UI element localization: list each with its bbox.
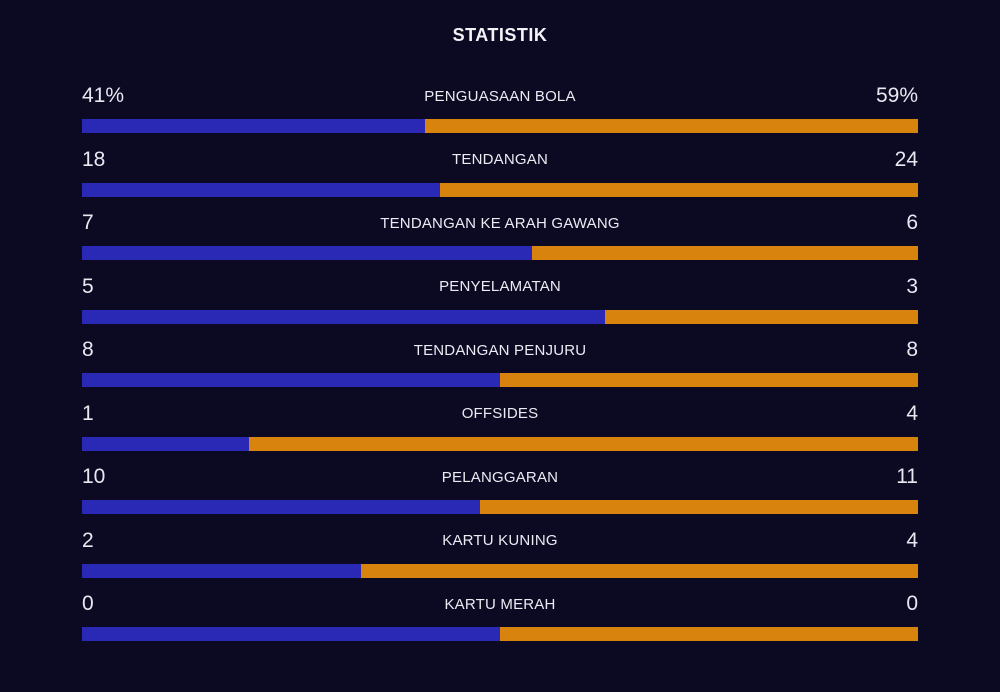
stat-row: 10 PELANGGARAN 11	[82, 464, 918, 528]
stat-row: 0 KARTU MERAH 0	[82, 591, 918, 655]
stat-row-head: 10 PELANGGARAN 11	[82, 464, 918, 490]
page-title: STATISTIK	[452, 25, 548, 45]
stat-row-head: 7 TENDANGAN KE ARAH GAWANG 6	[82, 210, 918, 236]
stat-row: 41% PENGUASAAN BOLA 59%	[82, 83, 918, 147]
stat-bar	[82, 119, 918, 133]
home-value: 5	[82, 274, 94, 298]
stat-row-head: 0 KARTU MERAH 0	[82, 591, 918, 617]
away-bar-segment	[424, 119, 918, 133]
stat-row: 8 TENDANGAN PENJURU 8	[82, 337, 918, 401]
home-bar-segment	[82, 627, 500, 641]
stat-bar	[82, 436, 918, 451]
stat-bar	[82, 373, 918, 387]
stat-row-head: 5 PENYELAMATAN 3	[82, 274, 918, 300]
home-bar-segment	[82, 436, 250, 451]
stat-bar	[82, 627, 918, 641]
stat-row: 1 OFFSIDES 4	[82, 401, 918, 465]
stat-bar	[82, 182, 918, 197]
away-value: 6	[906, 211, 918, 234]
away-bar-segment	[480, 500, 918, 514]
stat-label: KARTU KUNING	[442, 532, 558, 549]
away-bar-segment	[500, 373, 918, 387]
away-value: 59%	[875, 84, 918, 107]
stat-row-head: 1 OFFSIDES 4	[82, 401, 918, 427]
stats-list: 41% PENGUASAAN BOLA 59% 18 TENDANGAN 24 …	[82, 83, 918, 655]
away-value: 0	[906, 592, 918, 615]
stat-row-head: 41% PENGUASAAN BOLA 59%	[82, 83, 918, 109]
stat-row: 18 TENDANGAN 24	[82, 147, 918, 211]
home-value: 41%	[82, 84, 125, 107]
home-value: 0	[82, 592, 94, 615]
home-bar-segment	[82, 246, 533, 260]
away-value: 8	[906, 338, 918, 361]
home-value: 7	[82, 211, 94, 234]
stat-label: OFFSIDES	[461, 405, 539, 422]
stat-bar	[82, 500, 918, 514]
stat-label: TENDANGAN KE ARAH GAWANG	[380, 214, 620, 232]
stat-label: TENDANGAN PENJURU	[413, 341, 587, 359]
home-bar-segment	[82, 182, 441, 197]
stat-row: 5 PENYELAMATAN 3	[82, 274, 918, 338]
stat-row: 2 KARTU KUNING 4	[82, 528, 918, 592]
home-bar-segment	[82, 500, 481, 514]
stat-row: 7 TENDANGAN KE ARAH GAWANG 6	[82, 210, 918, 274]
home-bar-segment	[82, 309, 605, 324]
home-value: 8	[82, 338, 94, 361]
away-value: 11	[896, 465, 918, 488]
stat-row-head: 8 TENDANGAN PENJURU 8	[82, 337, 918, 363]
away-value: 4	[906, 528, 918, 552]
home-value: 1	[82, 401, 94, 425]
stat-label: PENYELAMATAN	[439, 278, 561, 295]
away-bar-segment	[360, 563, 918, 578]
stat-bar	[82, 309, 918, 324]
home-bar-segment	[82, 373, 500, 387]
away-bar-segment	[500, 627, 918, 641]
home-value: 18	[82, 147, 106, 171]
away-bar-segment	[440, 182, 918, 197]
stat-label: KARTU MERAH	[444, 595, 556, 613]
away-value: 24	[894, 147, 918, 171]
away-bar-segment	[249, 436, 918, 451]
stat-bar	[82, 246, 918, 260]
stat-bar	[82, 563, 918, 578]
stat-label: PENGUASAAN BOLA	[424, 87, 576, 105]
away-value: 3	[906, 274, 918, 298]
stat-row-head: 2 KARTU KUNING 4	[82, 528, 918, 554]
stat-label: TENDANGAN	[452, 151, 548, 168]
stat-row-head: 18 TENDANGAN 24	[82, 147, 918, 173]
away-value: 4	[906, 401, 918, 425]
home-value: 2	[82, 528, 94, 552]
home-value: 10	[82, 465, 106, 488]
home-bar-segment	[82, 563, 361, 578]
away-bar-segment	[532, 246, 918, 260]
home-bar-segment	[82, 119, 425, 133]
stat-label: PELANGGARAN	[441, 468, 559, 486]
away-bar-segment	[604, 309, 918, 324]
